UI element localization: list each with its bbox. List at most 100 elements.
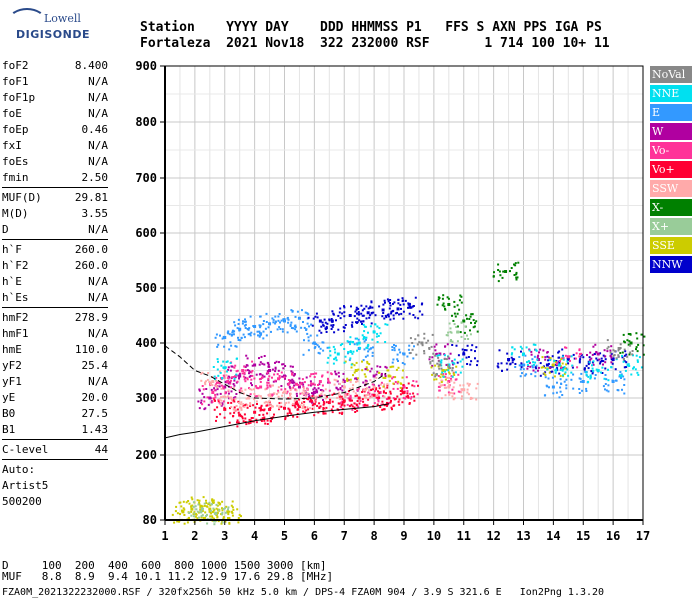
data-point — [324, 321, 327, 324]
param-row: B0 27.5 — [2, 406, 108, 422]
data-point — [200, 379, 203, 382]
data-point — [201, 403, 204, 406]
data-point — [518, 356, 521, 358]
x-tick-label: 2 — [191, 529, 198, 543]
data-point — [213, 517, 215, 520]
data-point — [327, 377, 329, 380]
data-point — [376, 403, 379, 406]
data-point — [531, 364, 534, 367]
data-point — [544, 356, 547, 359]
data-point — [297, 385, 301, 389]
data-point — [402, 385, 406, 389]
data-point — [309, 380, 312, 383]
data-point — [588, 361, 591, 364]
data-point — [460, 335, 463, 338]
data-point — [591, 361, 594, 364]
data-point — [325, 327, 328, 330]
data-point — [382, 408, 385, 411]
data-point — [425, 341, 428, 344]
data-point — [399, 386, 402, 389]
data-point — [627, 363, 630, 366]
data-point — [623, 378, 626, 381]
data-point — [617, 389, 620, 392]
data-point — [244, 369, 247, 372]
data-point — [447, 331, 450, 334]
data-point — [406, 392, 409, 395]
data-point — [607, 390, 610, 393]
data-point — [407, 303, 410, 306]
data-point — [259, 406, 262, 409]
data-point — [447, 380, 451, 383]
chart-grid — [164, 65, 644, 521]
data-point — [213, 375, 216, 378]
data-point — [530, 350, 533, 353]
data-point — [318, 329, 321, 332]
data-point — [227, 508, 229, 511]
data-point — [207, 403, 210, 406]
data-point — [222, 507, 225, 510]
data-point — [392, 376, 395, 379]
data-point — [313, 342, 316, 345]
data-point — [353, 371, 356, 374]
data-point — [294, 406, 297, 409]
data-point — [398, 403, 401, 406]
data-point — [572, 353, 575, 356]
param-row: foE N/A — [2, 106, 108, 122]
data-point — [244, 388, 247, 391]
data-point — [610, 352, 613, 355]
data-point — [306, 332, 309, 335]
data-point — [372, 388, 374, 391]
data-point — [283, 376, 286, 379]
data-point — [221, 511, 224, 514]
data-point — [515, 273, 518, 276]
data-point — [337, 371, 340, 374]
data-point — [520, 366, 523, 369]
data-point — [386, 323, 389, 326]
data-point — [366, 369, 369, 372]
data-point — [445, 386, 447, 389]
data-point — [185, 501, 188, 504]
param-row: h`Es N/A — [2, 290, 108, 306]
data-point — [251, 417, 254, 419]
data-point — [216, 381, 219, 384]
data-point — [376, 398, 379, 401]
data-point — [262, 337, 265, 340]
data-point — [396, 353, 399, 356]
data-point — [401, 376, 404, 379]
data-point — [230, 334, 233, 337]
data-point — [269, 419, 272, 422]
data-point — [452, 398, 455, 401]
data-point — [332, 345, 335, 348]
x-tick-label: 14 — [546, 529, 560, 543]
data-point — [356, 405, 359, 408]
param-name: fxI — [2, 139, 22, 152]
data-point — [609, 349, 612, 352]
data-point — [367, 398, 370, 401]
data-point — [322, 400, 325, 403]
param-value: 2.50 — [81, 171, 109, 184]
data-point — [237, 517, 240, 519]
data-point — [215, 379, 217, 382]
data-point — [230, 504, 233, 507]
data-point — [455, 344, 458, 347]
data-point — [596, 369, 599, 372]
data-point — [247, 422, 250, 425]
data-point — [467, 384, 470, 387]
data-point — [409, 397, 412, 400]
chart-curves — [164, 345, 390, 439]
data-point — [619, 371, 622, 373]
data-point — [230, 397, 233, 400]
data-point — [335, 386, 338, 389]
data-point — [535, 367, 538, 370]
data-point — [450, 379, 453, 382]
data-point — [230, 344, 233, 347]
data-point — [578, 348, 581, 351]
data-point — [521, 372, 523, 375]
data-point — [355, 308, 358, 311]
data-point — [561, 357, 564, 360]
data-point — [567, 374, 570, 377]
data-point — [234, 408, 237, 411]
data-point — [451, 369, 454, 372]
data-point — [211, 500, 214, 503]
data-point — [408, 302, 411, 305]
